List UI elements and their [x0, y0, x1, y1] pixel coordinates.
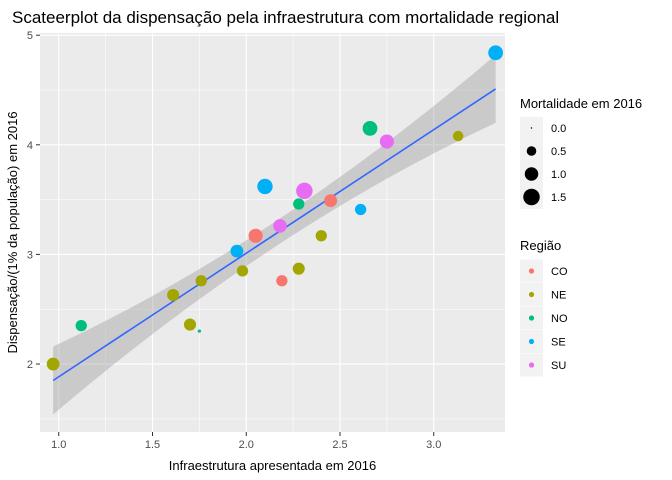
data-point-ne: [236, 265, 249, 277]
size-legend-label: 1.5: [551, 192, 566, 204]
color-legend-symbol-su: [528, 362, 535, 368]
color-legend-label: CO: [551, 266, 568, 278]
color-legend-symbol-co: [528, 268, 535, 274]
color-legend-symbol-se: [528, 338, 535, 345]
color-legend-label: NO: [551, 313, 568, 325]
data-point-ne: [183, 318, 197, 331]
data-point-co: [324, 194, 338, 208]
x-tick-label: 1.0: [51, 439, 66, 451]
data-point-su: [296, 182, 313, 200]
x-tick-label: 3.0: [426, 439, 441, 451]
trend-line: [52, 88, 497, 382]
size-legend-label: 0.0: [551, 123, 566, 135]
y-tick-label: 2: [27, 359, 33, 371]
data-point-ne: [195, 275, 207, 287]
major-gridlines: [40, 33, 505, 432]
data-point-no: [293, 198, 305, 210]
color-legend: Região CO NE NO SE SU: [520, 238, 568, 377]
y-tick-label: 5: [27, 30, 33, 42]
size-legend-title: Mortalidade em 2016: [520, 96, 642, 111]
size-legend-label: 0.5: [551, 146, 566, 158]
color-legend-title: Região: [520, 238, 561, 253]
size-legend-symbol: [526, 146, 537, 156]
data-point-ne: [292, 262, 305, 275]
size-legend-label: 1.0: [551, 169, 566, 181]
data-point-ne: [167, 288, 180, 302]
y-axis-title: Dispensação/(1% da população) em 2016: [5, 111, 20, 353]
y-tick-label: 4: [27, 140, 33, 152]
minor-gridlines: [40, 33, 505, 432]
x-tick-label: 2.5: [332, 439, 347, 451]
data-point-se: [257, 178, 273, 195]
data-point-ne: [46, 357, 60, 371]
data-point-se: [488, 45, 504, 61]
data-points: [46, 45, 504, 371]
data-point-ne: [452, 130, 464, 142]
data-point-se: [354, 203, 367, 216]
x-axis-title: Infraestrutura apresentada em 2016: [169, 458, 376, 473]
plot-panel: [40, 33, 505, 432]
color-legend-symbol-no: [528, 315, 535, 321]
color-legend-label: SU: [551, 360, 566, 372]
x-tick-label: 1.5: [145, 439, 160, 451]
y-axis-ticks: 2 3 4 5: [27, 30, 40, 371]
data-point-ne: [315, 230, 327, 242]
data-point-no: [197, 329, 202, 333]
data-point-co: [276, 275, 288, 287]
data-point-su: [379, 134, 394, 149]
size-legend-symbol: [524, 167, 539, 181]
data-point-co: [248, 228, 263, 243]
size-legend-symbol: [523, 188, 540, 206]
x-axis-ticks: 1.0 1.5 2.0 2.5 3.0: [51, 432, 441, 451]
color-legend-label: SE: [551, 337, 566, 349]
y-tick-label: 3: [27, 249, 33, 261]
x-tick-label: 2.0: [239, 439, 254, 451]
color-legend-label: NE: [551, 290, 566, 302]
data-point-no: [362, 120, 378, 136]
color-legend-symbol-ne: [528, 291, 535, 298]
data-point-se: [230, 244, 244, 258]
size-legend-symbol: [530, 127, 533, 129]
data-point-su: [273, 219, 287, 233]
chart-title: Scateerplot da dispensação pela infraest…: [12, 8, 559, 27]
data-point-no: [75, 320, 87, 332]
size-legend: Mortalidade em 2016 0.0 0.5 1.0 1.5: [520, 96, 642, 209]
